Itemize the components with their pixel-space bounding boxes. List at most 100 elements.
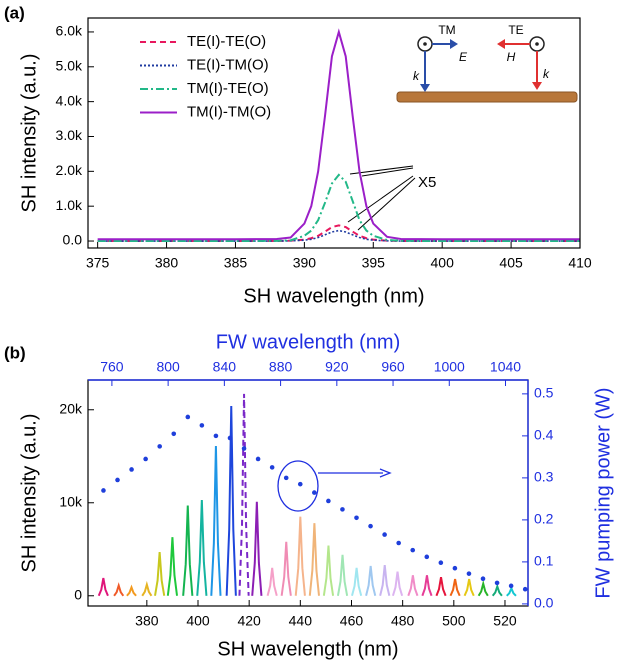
data-point	[326, 498, 331, 504]
data-line	[463, 578, 475, 597]
data-point	[241, 446, 247, 451]
x-tick-label: 400	[186, 613, 210, 629]
y2-tick-label: 0.3	[534, 469, 554, 485]
leader	[357, 177, 416, 231]
legend-label: TE(I)-TM(O)	[187, 56, 269, 73]
data-point	[452, 565, 458, 571]
x-tick-label: 380	[135, 613, 159, 629]
data-point	[396, 540, 401, 546]
x2-tick-label: 880	[269, 359, 293, 375]
data-point	[480, 576, 486, 581]
x2-tick-label: 960	[381, 359, 405, 375]
legend-label: TM(I)-TM(O)	[187, 103, 271, 120]
y2-tick-label: 0.4	[534, 427, 554, 443]
legend-label: TE(I)-TE(O)	[187, 33, 266, 50]
plot-frame	[87, 379, 529, 607]
data-point	[101, 488, 106, 493]
data-line	[506, 585, 517, 597]
data-point	[227, 435, 233, 441]
x-tick-label: 400	[431, 255, 455, 271]
y-axis-title: SH intensity (a.u.)	[18, 414, 40, 573]
x-tick-label: 405	[499, 255, 523, 271]
data-line	[238, 393, 250, 596]
data-line	[166, 537, 179, 596]
inset: TM E k TE H k	[396, 23, 578, 103]
y2-axis-title: FW pumping power (W)	[592, 387, 614, 598]
plot-frame	[87, 17, 581, 249]
data-point	[382, 532, 387, 537]
data-point	[283, 475, 289, 481]
data-line	[294, 516, 306, 596]
x-tick-label: 410	[568, 255, 592, 271]
data-line	[97, 577, 109, 597]
data-line	[477, 579, 489, 597]
data-line	[154, 551, 166, 596]
x2-tick-label: 1000	[434, 359, 465, 375]
arrow-head	[532, 82, 542, 90]
nanowire	[396, 91, 578, 103]
arrow-head	[497, 39, 505, 49]
annotation: X5	[418, 174, 436, 191]
data-line	[491, 583, 503, 597]
data-point	[354, 515, 359, 521]
x-tick-label: 480	[391, 613, 415, 629]
data-point	[115, 477, 120, 483]
data-line	[141, 580, 153, 597]
annotation-leaders	[347, 165, 416, 231]
x-tick-label: 380	[155, 255, 179, 271]
arrow-head	[420, 84, 430, 92]
x-tick-label: 500	[442, 613, 466, 629]
x2-tick-label: 1040	[490, 359, 521, 375]
x-tick-label: 460	[340, 613, 364, 629]
data-point	[312, 490, 317, 495]
y-tick-label: 1.0k	[56, 197, 83, 213]
data-line	[196, 499, 208, 596]
data-line	[113, 582, 125, 597]
panel-label: (b)	[4, 343, 26, 362]
data-point	[129, 467, 134, 472]
data-line	[126, 584, 137, 597]
x-tick-label: 385	[224, 255, 248, 271]
data-line	[379, 564, 391, 597]
x2-tick-label: 800	[156, 359, 180, 375]
highlight-circle	[277, 460, 319, 512]
y2-tick-label: 0.1	[534, 553, 554, 569]
y-axis-title: SH intensity (a.u.)	[18, 54, 40, 213]
x-tick-label: 440	[289, 613, 313, 629]
arrow-head	[450, 39, 458, 49]
data-point	[157, 444, 162, 449]
x2-axis-title: FW wavelength (nm)	[216, 331, 401, 353]
data-point	[185, 414, 191, 420]
data-line	[435, 577, 447, 597]
data-point	[143, 456, 148, 462]
panel-label: (a)	[4, 3, 25, 22]
y-tick-label: 0	[74, 586, 82, 602]
y2-tick-label: 0.5	[534, 385, 554, 401]
y-tick-label: 20k	[59, 400, 83, 416]
data-point	[171, 431, 177, 437]
data-point	[438, 560, 444, 566]
y-tick-label: 10k	[59, 493, 83, 509]
inset-label: TM	[438, 23, 455, 37]
y-tick-label: 4.0k	[56, 92, 83, 108]
data-line	[421, 575, 433, 597]
data-point	[340, 507, 345, 512]
data-line	[407, 575, 419, 597]
y2-tick-label: 0.2	[534, 511, 554, 527]
data-line	[280, 541, 292, 596]
x-axis-title: SH wavelength (nm)	[243, 285, 424, 307]
out-of-plane-dot	[535, 42, 539, 46]
data-point	[297, 481, 303, 487]
inset-label: k	[543, 67, 550, 81]
x-axis-title: SH wavelength (nm)	[217, 638, 398, 660]
y-tick-label: 5.0k	[56, 57, 83, 73]
data-point	[466, 571, 472, 576]
data-line	[336, 554, 349, 596]
y-tick-label: 3.0k	[56, 127, 83, 143]
leader	[361, 167, 414, 177]
data-line	[251, 501, 263, 596]
data-line	[182, 505, 194, 596]
y-tick-label: 6.0k	[56, 23, 83, 39]
arrow-head	[379, 468, 392, 478]
